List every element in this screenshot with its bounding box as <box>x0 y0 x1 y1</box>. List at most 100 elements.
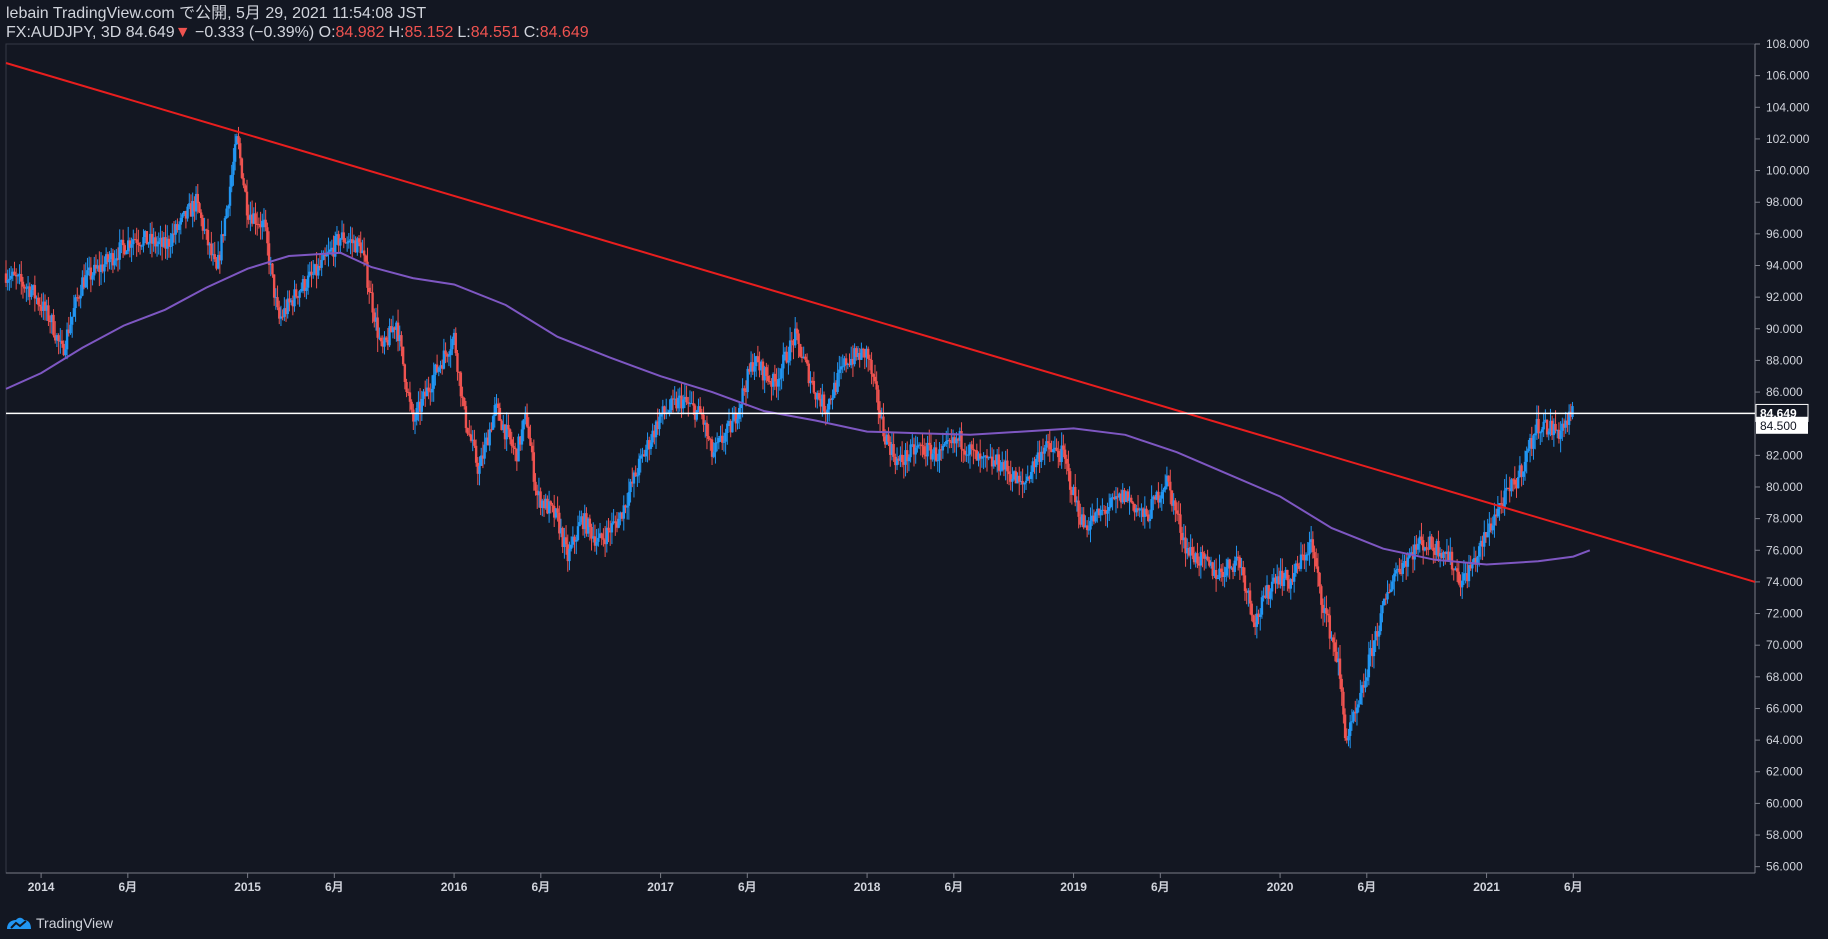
candle-body <box>648 440 651 449</box>
candle-body <box>1175 510 1179 514</box>
candle-body <box>1141 508 1145 517</box>
chart-header: lebain TradingView.com で公開, 5月 29, 2021 … <box>6 4 589 42</box>
moving-average-line[interactable] <box>5 251 1591 566</box>
candle-body <box>279 316 283 319</box>
candle-body <box>1236 556 1240 558</box>
candle-body <box>571 536 575 545</box>
candle-body <box>1070 489 1074 495</box>
candle-body <box>1276 576 1279 584</box>
candle-body <box>230 174 233 187</box>
candle-body <box>239 143 242 159</box>
candle-body <box>821 394 824 407</box>
candle-body <box>844 358 848 365</box>
candle-body <box>425 387 429 397</box>
candle-body <box>1298 565 1301 569</box>
candle-body <box>950 441 953 444</box>
candle-body <box>812 380 816 393</box>
candle-body <box>1228 559 1231 569</box>
candle-body <box>641 454 644 456</box>
candle-body <box>23 286 26 289</box>
candle-body <box>1179 514 1182 533</box>
tradingview-footer[interactable]: TradingView <box>6 915 113 931</box>
candle-body <box>534 481 537 491</box>
candle-body <box>1430 536 1433 548</box>
candle-body <box>904 450 907 465</box>
candle-body <box>1489 523 1493 531</box>
candle-body <box>649 442 653 449</box>
candle-body <box>1265 585 1269 598</box>
candle-body <box>223 218 227 237</box>
candle-body <box>581 516 585 530</box>
candle-body <box>1328 615 1332 639</box>
candle-body <box>827 399 831 410</box>
candle-body <box>546 498 549 514</box>
candle-body <box>977 453 980 461</box>
candle-body <box>1119 493 1123 503</box>
candle-body <box>1036 452 1040 459</box>
candle-body <box>556 508 559 513</box>
candle-body <box>999 470 1002 472</box>
y-tick-label: 106.000 <box>1766 69 1810 83</box>
y-tick-label: 108.000 <box>1766 37 1810 51</box>
candle-body <box>157 241 160 245</box>
candle-body <box>917 444 921 446</box>
candle-body <box>1199 551 1203 566</box>
candle-body <box>513 447 517 450</box>
candle-body <box>1253 622 1257 627</box>
candle-body <box>86 270 89 276</box>
candle-body <box>693 405 697 420</box>
candle-body <box>496 403 500 408</box>
candle-body <box>1566 420 1569 425</box>
candle-body <box>1427 548 1430 550</box>
candle-body <box>749 362 753 372</box>
open-label: O: <box>318 24 336 41</box>
candle-body <box>1505 487 1508 491</box>
candle-body <box>257 224 261 226</box>
candle-body <box>383 337 386 347</box>
candle-body <box>306 275 310 288</box>
candle-body <box>1554 423 1557 431</box>
candle-body <box>1174 500 1177 511</box>
candle-body <box>364 255 368 262</box>
candle-body <box>262 219 266 221</box>
candle-body <box>459 372 463 397</box>
candle-body <box>619 512 622 519</box>
y-tick-label: 74.000 <box>1766 575 1803 589</box>
candle-body <box>1398 568 1401 573</box>
candle-body <box>1118 493 1121 498</box>
candle-body <box>502 424 505 431</box>
candle-body <box>371 292 374 313</box>
candle-body <box>1372 640 1376 657</box>
candle-body <box>519 436 522 445</box>
x-tick-label: 6月 <box>118 880 137 894</box>
resistance-trendline[interactable] <box>5 62 1756 583</box>
candle-body <box>1138 509 1141 511</box>
candle-body <box>809 380 812 384</box>
candle-body <box>1269 591 1272 599</box>
candle-body <box>1057 450 1060 458</box>
candle-body <box>210 243 213 256</box>
candle-body <box>743 388 746 391</box>
candle-body <box>802 356 805 359</box>
candle-body <box>782 354 785 369</box>
candle-body <box>877 389 880 411</box>
candle-body <box>376 317 379 338</box>
candle-body <box>846 363 850 365</box>
candle-body <box>870 359 873 375</box>
candle-body <box>215 259 218 269</box>
candle-body <box>1143 508 1147 517</box>
candle-body <box>690 403 693 405</box>
candle-body <box>452 332 456 339</box>
candle-body <box>1196 553 1199 564</box>
candle-body <box>695 410 698 420</box>
candle-body <box>1423 547 1427 551</box>
candle-body <box>48 320 52 323</box>
low-value: 84.551 <box>470 24 520 41</box>
candle-body <box>1213 569 1216 576</box>
candle-body <box>81 277 84 296</box>
candle-body <box>232 161 235 175</box>
candle-body <box>1442 552 1445 558</box>
candle-body <box>13 271 16 275</box>
candle-body <box>1421 540 1425 551</box>
